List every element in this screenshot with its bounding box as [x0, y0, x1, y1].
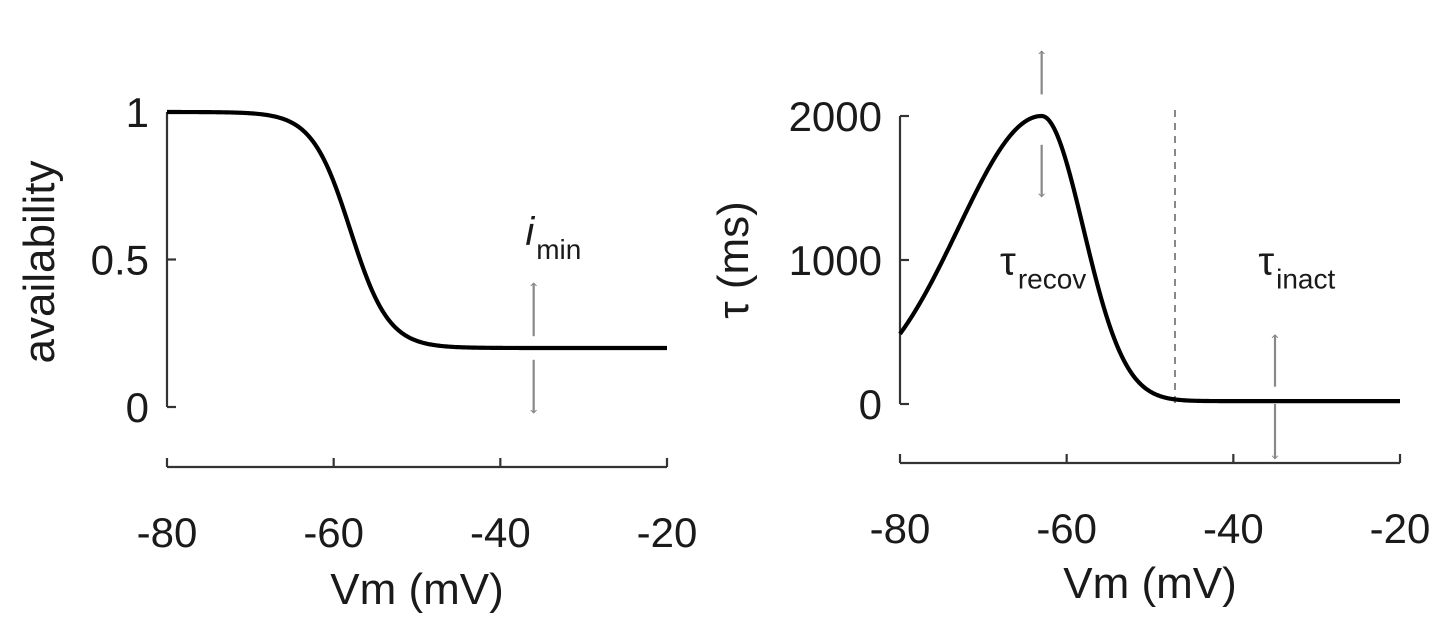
series-line [898, 113, 1401, 404]
series-line [166, 109, 668, 351]
x-axis-label: Vm (mV) [330, 565, 504, 614]
y-tick-label: 0.5 [91, 237, 149, 284]
x-tick-label: -40 [1203, 505, 1264, 552]
y-axis-label: τ (ms) [709, 201, 758, 319]
annotation-label: τinact [1258, 239, 1335, 294]
y-tick-label: 0 [859, 381, 882, 428]
x-tick-label: -60 [1036, 505, 1097, 552]
x-tick-label: -20 [1370, 505, 1431, 552]
x-tick-label: -20 [637, 509, 698, 556]
x-tick-label: -60 [303, 509, 364, 556]
annotation-label: imin [525, 210, 581, 265]
x-tick-label: -40 [470, 509, 531, 556]
y-axis-label: availability [15, 161, 64, 364]
y-tick-label: 1000 [789, 237, 882, 284]
x-tick-label: -80 [137, 509, 198, 556]
x-axis-label: Vm (mV) [1063, 559, 1237, 608]
annotation-label: τrecov [1000, 239, 1086, 294]
y-tick-label: 1 [126, 89, 149, 136]
y-tick-label: 0 [126, 384, 149, 431]
y-tick-label: 2000 [789, 93, 882, 140]
x-tick-label: -80 [870, 505, 931, 552]
tau-panel: 0 1000 2000 -80 -60 -40 -20 Vm (mV) τ (ms) τrecov… [709, 51, 1430, 608]
availability-panel: 0 0.5 1 -80 -60 -40 -20 Vm (mV) availability imin [15, 89, 697, 614]
